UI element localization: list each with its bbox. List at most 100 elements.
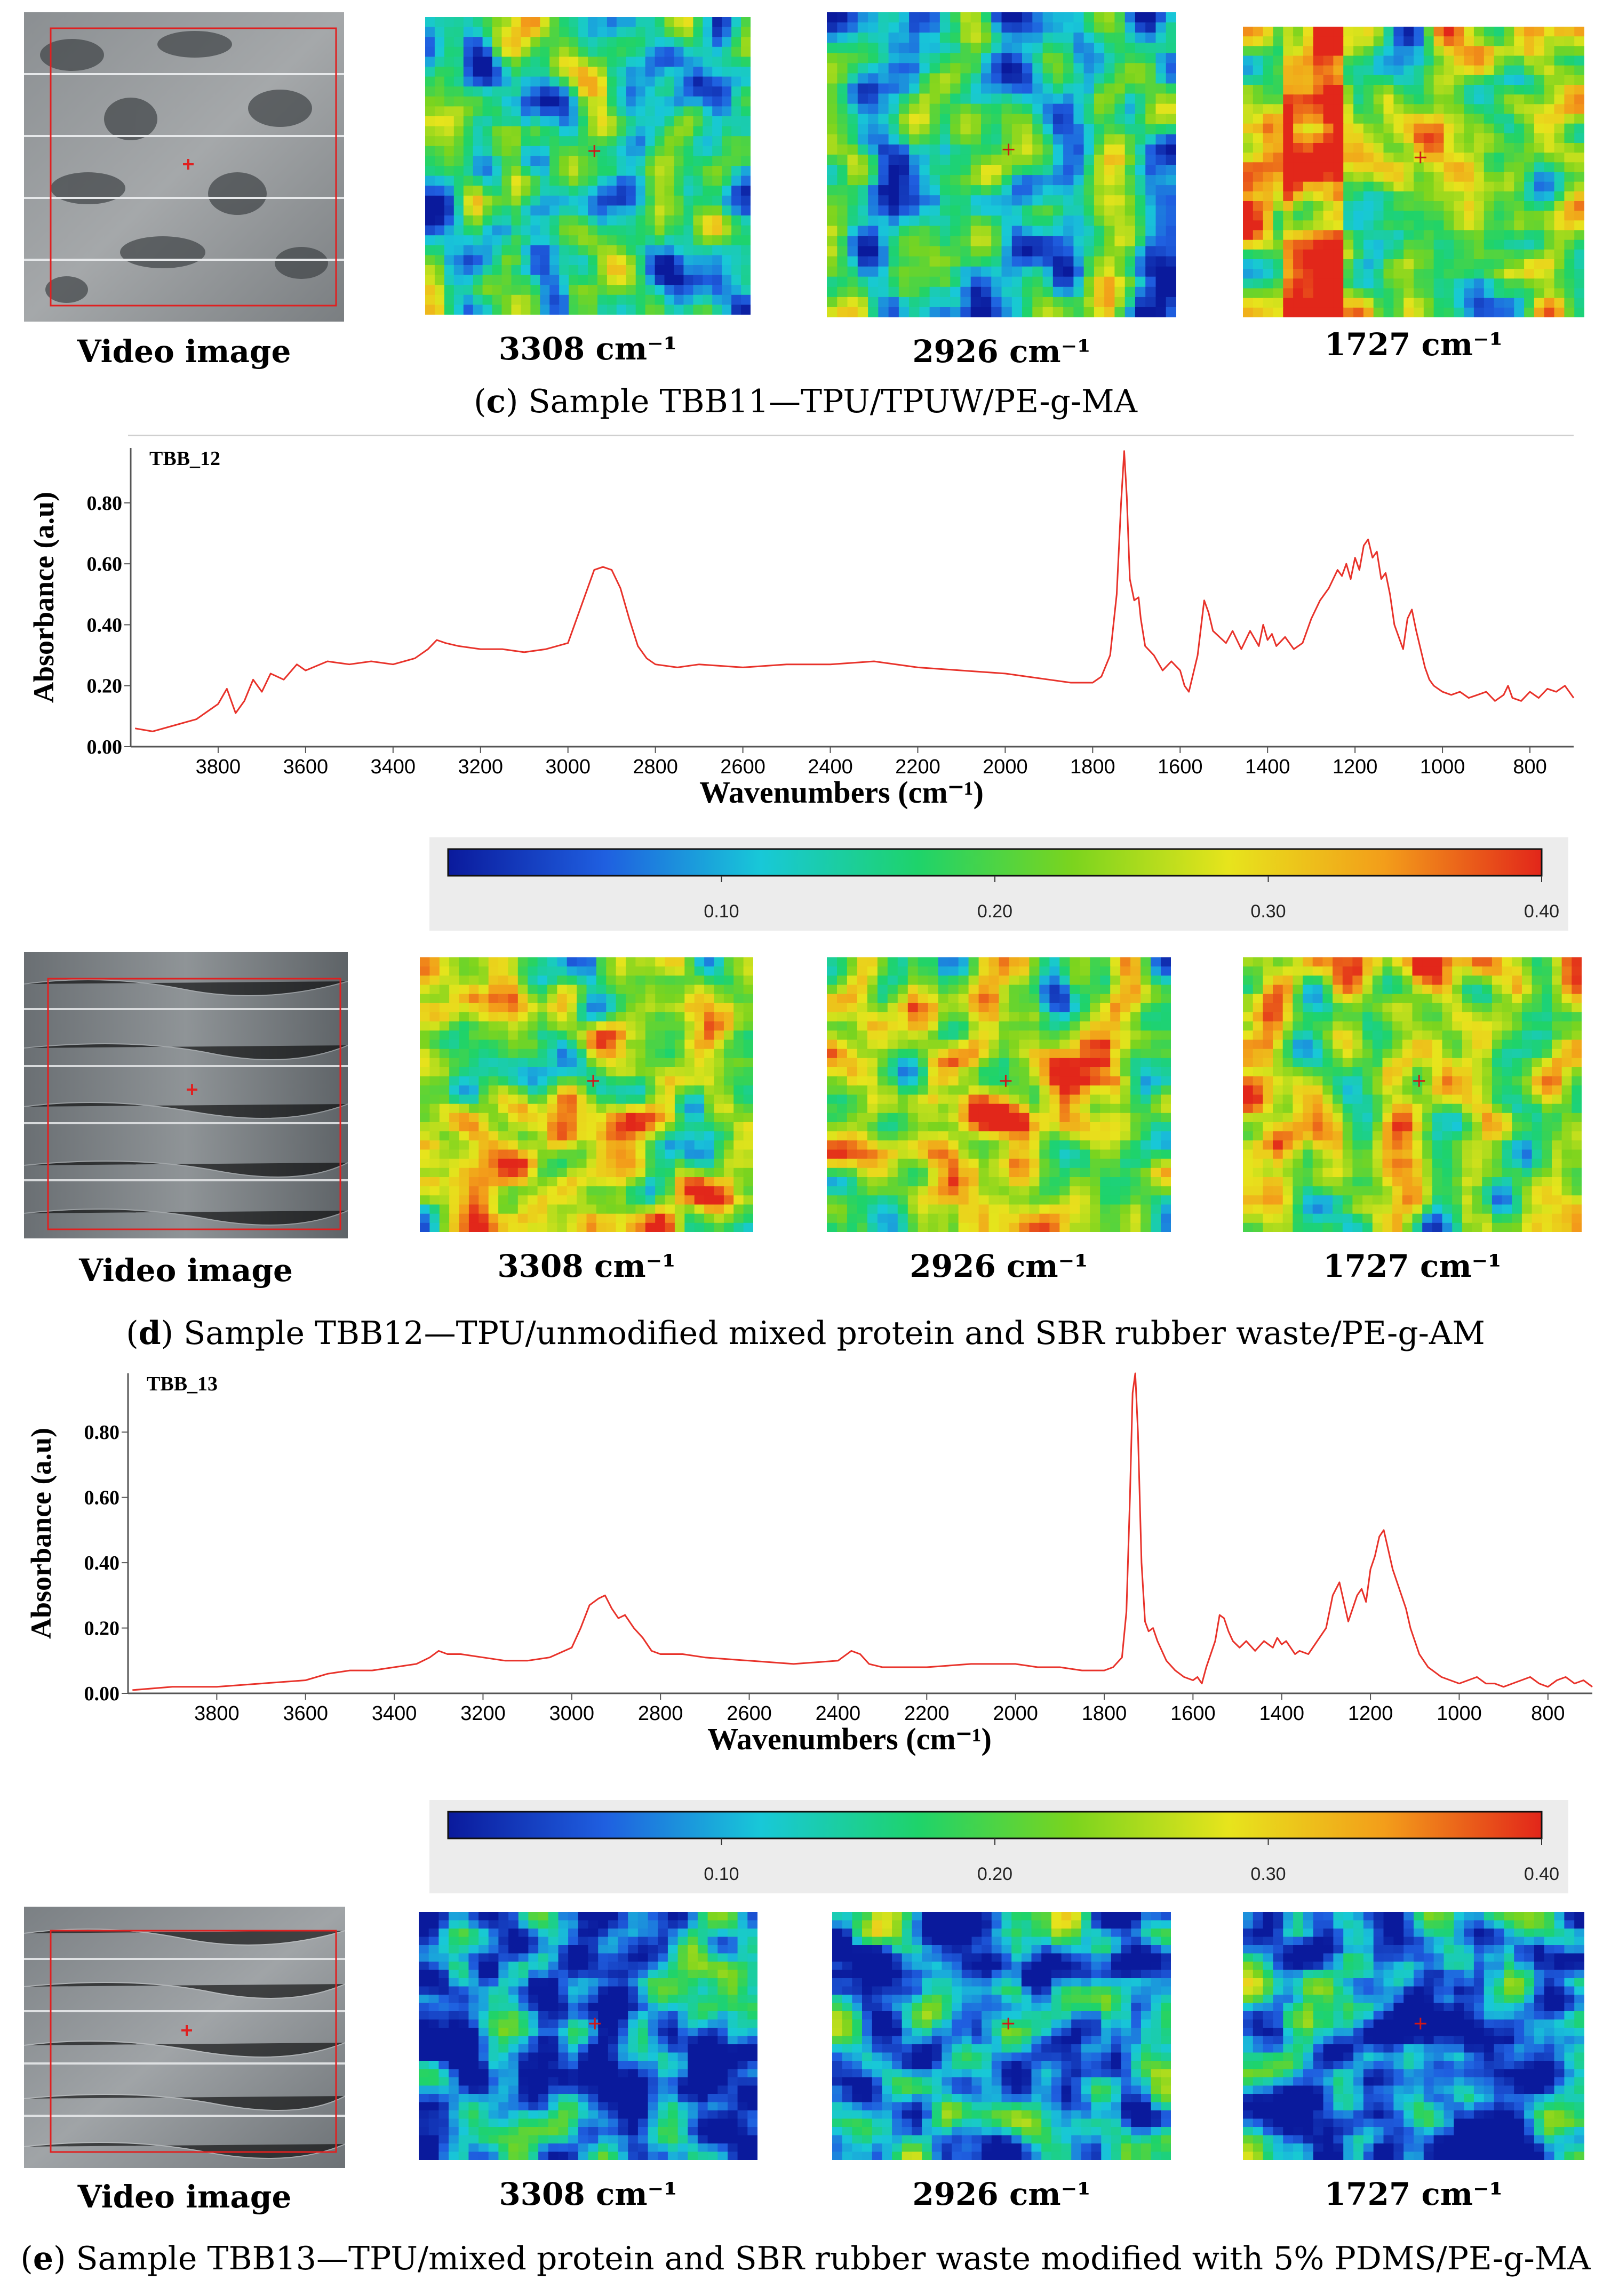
heatmap-cell xyxy=(1544,114,1555,124)
heatmap-cell xyxy=(693,186,704,196)
heatmap-cell xyxy=(508,1140,519,1150)
heatmap-cell xyxy=(425,285,435,295)
heatmap-cell xyxy=(1070,1149,1081,1159)
heatmap-cell xyxy=(1534,181,1545,192)
heatmap-cell xyxy=(511,225,522,236)
heatmap-cell xyxy=(878,93,889,105)
heatmap-cell xyxy=(1484,201,1495,212)
heatmap-cell xyxy=(635,175,646,187)
heatmap-cell xyxy=(1135,185,1146,196)
heatmap-cell xyxy=(482,175,493,187)
heatmap-cell xyxy=(1414,278,1424,289)
heatmap-cell xyxy=(596,1177,607,1187)
heatmap-cell xyxy=(537,1158,548,1169)
heatmap-cell xyxy=(492,225,503,236)
heatmap-cell xyxy=(655,285,665,295)
heatmap-cell xyxy=(1049,1149,1060,1159)
heatmap-cell xyxy=(827,226,838,237)
heatmap-cell xyxy=(958,1039,969,1050)
heatmap-cell xyxy=(1524,36,1535,47)
heatmap-cell xyxy=(1019,1167,1030,1178)
heatmap-cell xyxy=(907,1149,919,1159)
heatmap-cell xyxy=(693,195,704,206)
heatmap-cell xyxy=(960,175,971,186)
ir-map-2926-d xyxy=(827,957,1171,1232)
heatmap-cell xyxy=(1464,172,1474,182)
heatmap-cell xyxy=(444,195,454,206)
heatmap-cell xyxy=(1363,85,1374,95)
heatmap-cell xyxy=(511,255,522,266)
heatmap-cell xyxy=(1253,181,1264,192)
heatmap-cell xyxy=(1001,226,1012,237)
heatmap-cell xyxy=(606,1103,617,1114)
heatmap-cell xyxy=(1114,154,1126,165)
heatmap-cell xyxy=(537,1067,548,1077)
heatmap-cell xyxy=(449,1012,460,1022)
heatmap-cell xyxy=(887,1067,898,1077)
heatmap-cell xyxy=(1303,269,1314,279)
heatmap-cell xyxy=(928,1067,939,1077)
heatmap-cell xyxy=(1120,1122,1131,1132)
heatmap-cell xyxy=(616,1167,626,1178)
heatmap-cell xyxy=(907,994,919,1004)
heatmap-cell xyxy=(501,86,512,97)
heatmap-cell xyxy=(1114,266,1126,277)
heatmap-cell xyxy=(929,144,940,155)
heatmap-cell xyxy=(655,255,665,266)
heatmap-cell xyxy=(847,215,858,227)
heatmap-cell xyxy=(528,1213,538,1223)
heatmap-cell xyxy=(1022,43,1033,54)
heatmap-cell xyxy=(1564,172,1575,182)
heatmap-cell xyxy=(1514,307,1525,317)
heatmap-cell xyxy=(429,1167,440,1178)
heatmap-cell xyxy=(1070,1049,1081,1059)
heatmap-cell xyxy=(918,966,929,977)
heatmap-cell xyxy=(968,994,979,1004)
heatmap-cell xyxy=(537,1012,548,1022)
heatmap-cell xyxy=(616,1213,626,1223)
heatmap-cell xyxy=(567,1076,578,1086)
heatmap-cell xyxy=(897,1131,908,1141)
heatmap-cell xyxy=(645,57,656,67)
heatmap-cell xyxy=(731,255,741,266)
heatmap-cell xyxy=(1166,165,1176,176)
heatmap-cell xyxy=(1009,1158,1020,1169)
heatmap-cell xyxy=(1343,162,1354,173)
heatmap-cell xyxy=(683,17,694,28)
heatmap-cell xyxy=(557,1094,568,1105)
heatmap-cell xyxy=(1253,191,1264,202)
heatmap-cell xyxy=(918,1003,929,1013)
heatmap-cell xyxy=(530,166,541,177)
heatmap-cell xyxy=(928,1158,939,1169)
heatmap-cell xyxy=(1293,27,1304,37)
heatmap-cell xyxy=(704,1195,715,1205)
heatmap-cell xyxy=(1303,55,1314,66)
heatmap-cell xyxy=(1151,1012,1162,1022)
heatmap-cell xyxy=(1100,1140,1111,1150)
heatmap-cell xyxy=(1373,211,1384,221)
heatmap-cell xyxy=(1423,211,1434,221)
heatmap-cell xyxy=(837,1167,848,1178)
heatmap-cell xyxy=(1393,133,1405,143)
heatmap-cell xyxy=(1114,144,1126,155)
heatmap-cell xyxy=(616,46,627,58)
heatmap-cell xyxy=(1052,73,1064,84)
heatmap-cell xyxy=(827,175,838,186)
heatmap-cell xyxy=(907,1094,919,1105)
heatmap-cell xyxy=(827,12,838,23)
heatmap-cell xyxy=(606,1186,617,1196)
heatmap-cell xyxy=(857,185,869,196)
heatmap-cell xyxy=(733,1039,744,1050)
heatmap-cell xyxy=(492,27,503,38)
heatmap-cell xyxy=(714,1067,724,1077)
heatmap-cell xyxy=(1155,83,1167,94)
heatmap-cell xyxy=(439,1158,450,1169)
heatmap-cell xyxy=(888,53,899,64)
heatmap-cell xyxy=(607,136,617,147)
heatmap-cell xyxy=(950,256,961,267)
heatmap-cell xyxy=(453,156,464,166)
heatmap-cell xyxy=(429,975,440,986)
heatmap-cell xyxy=(703,27,713,38)
heatmap-cell xyxy=(478,1021,489,1031)
heatmap-cell xyxy=(693,86,704,97)
